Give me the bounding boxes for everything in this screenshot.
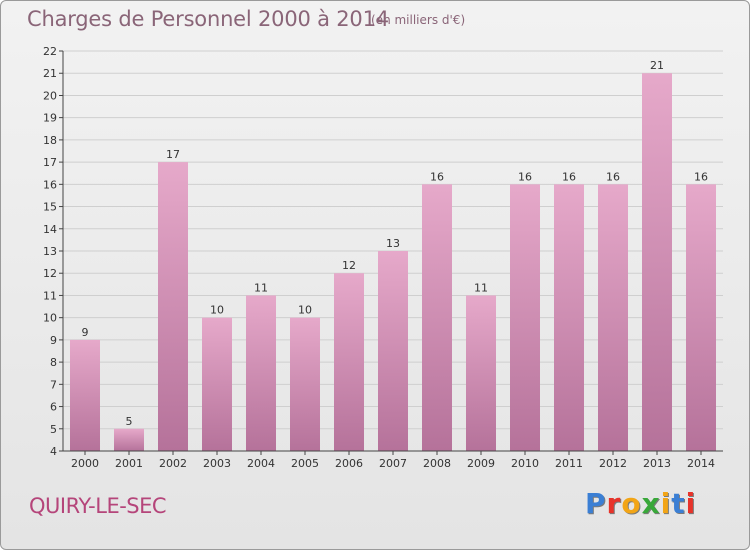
y-tick-label: 4: [50, 445, 57, 458]
bar: [290, 317, 320, 451]
chart-title: Charges de Personnel 2000 à 2014: [27, 7, 389, 31]
bar: [378, 251, 408, 451]
logo-letter: P: [585, 487, 607, 520]
y-tick-label: 11: [43, 289, 57, 302]
logo-letter: o: [621, 487, 642, 520]
x-tick-label: 2005: [291, 457, 319, 470]
x-tick-label: 2009: [467, 457, 495, 470]
y-tick-label: 18: [43, 134, 57, 147]
y-tick-label: 10: [43, 312, 57, 325]
y-tick-label: 15: [43, 201, 57, 214]
place-name: QUIRY-LE-SEC: [29, 494, 167, 518]
data-label: 11: [474, 281, 488, 294]
data-label: 16: [606, 170, 620, 183]
y-tick-label: 16: [43, 178, 57, 191]
bars: 9 5 17 10 11 10 12 13 16 11 16 16 16 21 16: [70, 59, 716, 452]
logo-letter: x: [641, 487, 661, 520]
y-tick-label: 20: [43, 89, 57, 102]
x-tick-label: 2008: [423, 457, 451, 470]
bar: [334, 273, 364, 451]
x-tick-label: 2000: [71, 457, 99, 470]
bar: [510, 184, 540, 452]
bar: [114, 428, 144, 451]
data-label: 10: [298, 304, 312, 317]
x-tick-label: 2013: [643, 457, 671, 470]
data-label: 9: [82, 326, 89, 339]
data-label: 16: [518, 170, 532, 183]
bar: [158, 162, 188, 451]
data-label: 12: [342, 259, 356, 272]
data-label: 16: [694, 170, 708, 183]
proxiti-logo: Proxiti: [585, 487, 696, 520]
x-tick-label: 2011: [555, 457, 583, 470]
x-tick-label: 2001: [115, 457, 143, 470]
y-tick-label: 17: [43, 156, 57, 169]
y-tick-label: 19: [43, 112, 57, 125]
y-tick-label: 5: [50, 423, 57, 436]
bar: [422, 184, 452, 452]
x-tick-label: 2006: [335, 457, 363, 470]
y-tick-label: 6: [50, 401, 57, 414]
x-tick-label: 2002: [159, 457, 187, 470]
logo-letter: r: [606, 487, 622, 520]
data-label: 16: [562, 170, 576, 183]
y-tick-label: 12: [43, 267, 57, 280]
x-tick-label: 2007: [379, 457, 407, 470]
data-label: 10: [210, 304, 224, 317]
data-label: 13: [386, 237, 400, 250]
y-tick-label: 22: [43, 45, 57, 58]
bar: [554, 184, 584, 452]
logo-letter: t: [671, 487, 686, 520]
data-label: 21: [650, 59, 664, 72]
data-label: 11: [254, 281, 268, 294]
bar: [598, 184, 628, 452]
y-tick-label: 9: [50, 334, 57, 347]
x-tick-label: 2003: [203, 457, 231, 470]
bar: [686, 184, 716, 452]
x-tick-label: 2010: [511, 457, 539, 470]
x-tick-label: 2014: [687, 457, 715, 470]
x-tick-label: 2012: [599, 457, 627, 470]
bar: [642, 73, 672, 451]
y-tick-label: 13: [43, 245, 57, 258]
logo-letter: i: [685, 487, 697, 520]
logo-letter: i: [660, 487, 672, 520]
y-tick-label: 14: [43, 223, 57, 236]
chart-subtitle: (en milliers d'€): [371, 13, 466, 27]
bar: [70, 339, 100, 451]
data-label: 5: [126, 415, 133, 428]
data-label: 16: [430, 170, 444, 183]
bar: [466, 295, 496, 451]
y-tick-label: 21: [43, 67, 57, 80]
y-tick-label: 8: [50, 356, 57, 369]
bar: [246, 295, 276, 451]
y-tick-label: 7: [50, 378, 57, 391]
x-tick-label: 2004: [247, 457, 275, 470]
axes: 4 5 6 7 8 9 10 11 12 13 14 15 16 17 18 19 20 21 22 2000 2001…: [43, 45, 723, 470]
data-label: 17: [166, 148, 180, 161]
bar: [202, 317, 232, 451]
